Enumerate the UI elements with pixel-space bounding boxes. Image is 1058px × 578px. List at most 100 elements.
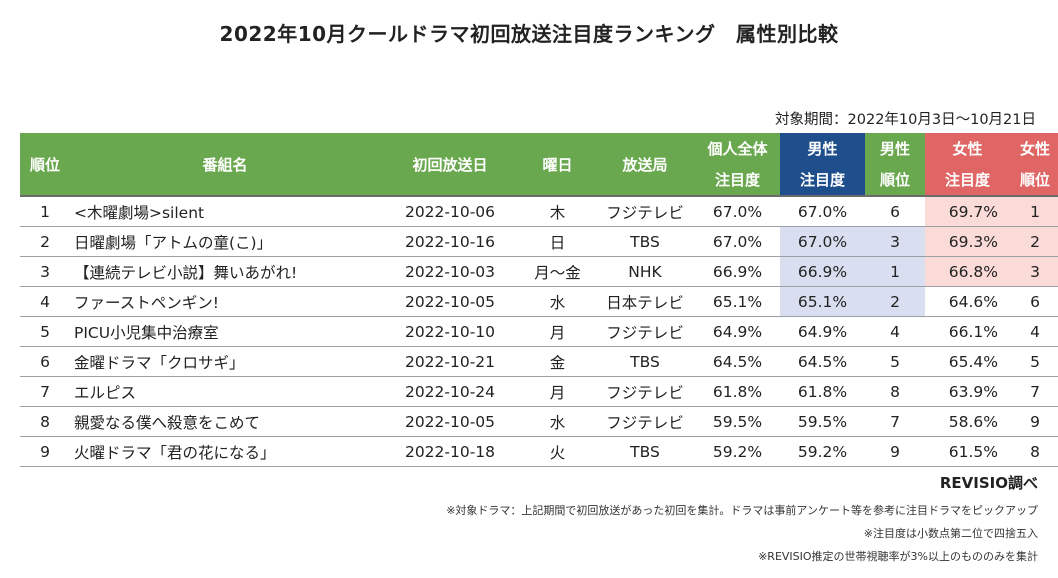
cell-station: NHK	[595, 256, 695, 287]
header-station: 放送局	[595, 133, 695, 196]
header-row-2: 注目度 注目度 順位 注目度 順位	[20, 164, 1058, 196]
cell-date: 2022-10-06	[380, 195, 520, 227]
cell-day: 火	[520, 436, 595, 467]
header-program: 番組名	[70, 133, 380, 196]
header-overall-line1: 個人全体	[695, 133, 780, 164]
cell-male: 64.9%	[780, 316, 865, 347]
cell-program: PICU小児集中治療室	[70, 316, 380, 347]
cell-program: <木曜劇場>silent	[70, 195, 380, 227]
cell-rank: 9	[20, 436, 70, 467]
cell-day: 日	[520, 226, 595, 257]
cell-male-rank: 6	[865, 195, 925, 227]
cell-overall: 66.9%	[695, 256, 780, 287]
cell-male-rank: 2	[865, 286, 925, 317]
header-female-rank-line2: 順位	[1010, 164, 1058, 196]
cell-female: 63.9%	[925, 376, 1010, 407]
cell-female-rank: 1	[1010, 195, 1058, 227]
cell-female-rank: 2	[1010, 226, 1058, 257]
cell-female-rank: 6	[1010, 286, 1058, 317]
cell-rank: 7	[20, 376, 70, 407]
header-male-line1: 男性	[780, 133, 865, 164]
cell-day: 月	[520, 376, 595, 407]
footnote: ※注目度は小数点第二位で四捨五入	[863, 527, 1038, 540]
cell-overall: 64.9%	[695, 316, 780, 347]
footnote: ※REVISIO推定の世帯視聴率が3%以上のもののみを集計	[758, 550, 1038, 563]
cell-male: 65.1%	[780, 286, 865, 317]
cell-program: 火曜ドラマ「君の花になる」	[70, 436, 380, 467]
cell-station: フジテレビ	[595, 406, 695, 437]
header-female-rank-line1: 女性	[1010, 133, 1058, 164]
header-female-line2: 注目度	[925, 164, 1010, 196]
cell-female: 58.6%	[925, 406, 1010, 437]
header-female-line1: 女性	[925, 133, 1010, 164]
header-male-rank-line2: 順位	[865, 164, 925, 196]
cell-rank: 4	[20, 286, 70, 317]
ranking-table: 順位 番組名 初回放送日 曜日 放送局 個人全体 男性 男性 女性 女性 注目度…	[20, 133, 1058, 467]
cell-day: 木	[520, 195, 595, 227]
cell-female: 66.1%	[925, 316, 1010, 347]
cell-rank: 8	[20, 406, 70, 437]
cell-male-rank: 3	[865, 226, 925, 257]
cell-station: フジテレビ	[595, 316, 695, 347]
table-row: 6 金曜ドラマ「クロサギ」 2022-10-21 金 TBS 64.5% 64.…	[20, 346, 1058, 377]
cell-male-rank: 4	[865, 316, 925, 347]
cell-day: 月～金	[520, 256, 595, 287]
cell-station: TBS	[595, 436, 695, 467]
cell-male-rank: 5	[865, 346, 925, 377]
cell-program: エルピス	[70, 376, 380, 407]
cell-male-rank: 1	[865, 256, 925, 287]
cell-female-rank: 4	[1010, 316, 1058, 347]
cell-station: フジテレビ	[595, 195, 695, 227]
header-male-rank-line1: 男性	[865, 133, 925, 164]
cell-date: 2022-10-24	[380, 376, 520, 407]
header-day: 曜日	[520, 133, 595, 196]
cell-overall: 67.0%	[695, 226, 780, 257]
cell-female-rank: 5	[1010, 346, 1058, 377]
cell-female-rank: 9	[1010, 406, 1058, 437]
header-date: 初回放送日	[380, 133, 520, 196]
cell-female: 64.6%	[925, 286, 1010, 317]
cell-day: 水	[520, 406, 595, 437]
cell-program: 金曜ドラマ「クロサギ」	[70, 346, 380, 377]
cell-female-rank: 7	[1010, 376, 1058, 407]
cell-date: 2022-10-18	[380, 436, 520, 467]
page-title: 2022年10月クールドラマ初回放送注目度ランキング 属性別比較	[219, 22, 839, 46]
cell-date: 2022-10-16	[380, 226, 520, 257]
cell-station: TBS	[595, 346, 695, 377]
table-row: 4 ファーストペンギン! 2022-10-05 水 日本テレビ 65.1% 65…	[20, 286, 1058, 317]
table-row: 2 日曜劇場「アトムの童(こ)」 2022-10-16 日 TBS 67.0% …	[20, 226, 1058, 257]
cell-date: 2022-10-03	[380, 256, 520, 287]
cell-overall: 59.5%	[695, 406, 780, 437]
cell-female: 69.3%	[925, 226, 1010, 257]
table-row: 7 エルピス 2022-10-24 月 フジテレビ 61.8% 61.8% 8 …	[20, 376, 1058, 407]
table-row: 3 【連続テレビ小説】舞いあがれ! 2022-10-03 月～金 NHK 66.…	[20, 256, 1058, 287]
cell-rank: 3	[20, 256, 70, 287]
cell-date: 2022-10-05	[380, 406, 520, 437]
cell-program: 日曜劇場「アトムの童(こ)」	[70, 226, 380, 257]
cell-male-rank: 8	[865, 376, 925, 407]
cell-date: 2022-10-21	[380, 346, 520, 377]
table-row: 1 <木曜劇場>silent 2022-10-06 木 フジテレビ 67.0% …	[20, 195, 1058, 227]
table-row: 8 親愛なる僕へ殺意をこめて 2022-10-05 水 フジテレビ 59.5% …	[20, 406, 1058, 437]
table-row: 9 火曜ドラマ「君の花になる」 2022-10-18 火 TBS 59.2% 5…	[20, 436, 1058, 467]
cell-female: 69.7%	[925, 195, 1010, 227]
cell-male-rank: 9	[865, 436, 925, 467]
cell-male: 67.0%	[780, 226, 865, 257]
cell-program: 【連続テレビ小説】舞いあがれ!	[70, 256, 380, 287]
cell-male: 67.0%	[780, 195, 865, 227]
footnote: ※対象ドラマ：上記期間で初回放送があった初回を集計。ドラマは事前アンケート等を参…	[446, 504, 1038, 517]
cell-male: 59.2%	[780, 436, 865, 467]
cell-male: 64.5%	[780, 346, 865, 377]
cell-overall: 67.0%	[695, 195, 780, 227]
cell-male: 61.8%	[780, 376, 865, 407]
table-row: 5 PICU小児集中治療室 2022-10-10 月 フジテレビ 64.9% 6…	[20, 316, 1058, 347]
cell-male: 66.9%	[780, 256, 865, 287]
cell-overall: 61.8%	[695, 376, 780, 407]
cell-female-rank: 8	[1010, 436, 1058, 467]
header-male-line2: 注目度	[780, 164, 865, 196]
cell-station: フジテレビ	[595, 376, 695, 407]
cell-day: 金	[520, 346, 595, 377]
cell-date: 2022-10-10	[380, 316, 520, 347]
header-row-1: 順位 番組名 初回放送日 曜日 放送局 個人全体 男性 男性 女性 女性	[20, 133, 1058, 196]
cell-male-rank: 7	[865, 406, 925, 437]
